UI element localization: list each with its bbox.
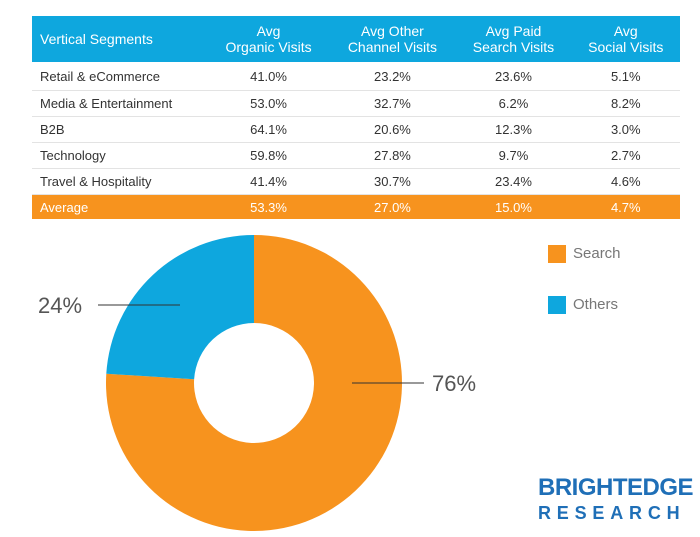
legend-swatch-search [548,245,566,263]
table-cell: 2.7% [571,142,680,169]
header-avg-other-channel-visits: Avg Other Channel Visits [329,16,456,62]
table-cell: 4.6% [571,168,680,195]
table-cell: 6.2% [455,90,572,117]
table-cell-segment: Technology [32,142,208,169]
table-row: Retail & eCommerce 41.0% 23.2% 23.6% 5.1… [32,62,680,91]
table-cell: 15.0% [455,194,572,219]
table-cell: 64.1% [207,116,330,143]
slice-label-search: 76% [432,371,476,396]
table-row: Travel & Hospitality 41.4% 30.7% 23.4% 4… [32,168,680,195]
table-cell: 30.7% [329,168,456,195]
donut-slices [106,235,403,531]
table-cell: 41.4% [207,168,330,195]
table-cell-segment: B2B [32,116,208,143]
table-cell-segment: Average [32,194,208,219]
donut-slice-others [106,235,254,380]
table-cell: 23.4% [455,168,572,195]
table-cell: 27.8% [329,142,456,169]
table-cell: 32.7% [329,90,456,117]
table-cell-segment: Travel & Hospitality [32,168,208,195]
header-avg-paid-search-visits: Avg Paid Search Visits [455,16,572,62]
slice-label-others: 24% [38,293,82,318]
legend-label-search: Search [573,245,621,262]
header-avg-social-visits: Avg Social Visits [571,16,680,62]
table-row: B2B 64.1% 20.6% 12.3% 3.0% [32,116,680,143]
donut-slice-search [106,235,403,531]
vertical-segments-table: Vertical Segments Avg Organic Visits Avg … [32,16,680,219]
table-header-row: Vertical Segments Avg Organic Visits Avg … [32,16,680,62]
brightedge-research-logo: BRIGHTEDGE RESEARCH [538,474,694,524]
table-cell: 41.0% [207,62,330,91]
brand-name: BRIGHTEDGE [538,474,694,501]
brand-subtitle: RESEARCH [538,503,686,523]
table-cell: 4.7% [571,194,680,219]
table-cell: 3.0% [571,116,680,143]
table-cell: 5.1% [571,62,680,91]
header-vertical-segments: Vertical Segments [32,16,208,62]
table-cell: 53.3% [207,194,330,219]
table-cell: 9.7% [455,142,572,169]
table-cell: 53.0% [207,90,330,117]
table-row: Technology 59.8% 27.8% 9.7% 2.7% [32,142,680,169]
table-cell: 23.2% [329,62,456,91]
table-cell: 8.2% [571,90,680,117]
table-cell: 59.8% [207,142,330,169]
table-cell: 23.6% [455,62,572,91]
table-cell-segment: Media & Entertainment [32,90,208,117]
table-cell: 20.6% [329,116,456,143]
table-cell-segment: Retail & eCommerce [32,62,208,91]
header-avg-organic-visits: Avg Organic Visits [207,16,330,62]
table-row: Media & Entertainment 53.0% 32.7% 6.2% 8… [32,90,680,117]
legend-swatch-others [548,296,566,314]
legend-label-others: Others [573,296,619,313]
table-average-row: Average 53.3% 27.0% 15.0% 4.7% [32,194,680,219]
table-cell: 12.3% [455,116,572,143]
donut-chart: 76% 24% [38,235,476,531]
table-cell: 27.0% [329,194,456,219]
